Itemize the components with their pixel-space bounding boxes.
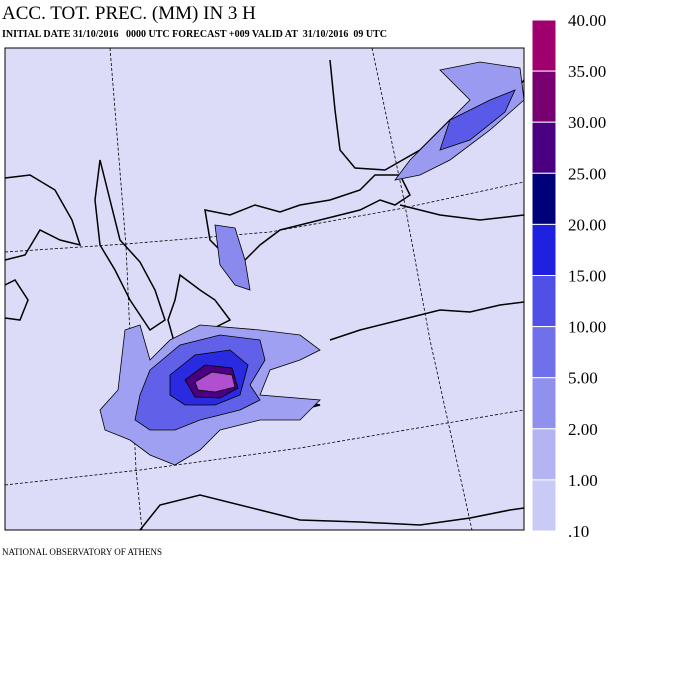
legend-label: 1.00	[568, 471, 598, 490]
legend-swatch	[531, 326, 557, 379]
legend-label: 20.00	[568, 215, 606, 234]
coastline	[94, 159, 166, 332]
legend-label: 40.00	[568, 11, 606, 30]
legend-label: 15.00	[568, 267, 606, 286]
legend-label: 35.00	[568, 62, 606, 81]
legend-swatch	[531, 121, 557, 174]
legend-label: .10	[568, 522, 589, 541]
legend-swatch	[531, 377, 557, 430]
coastline	[329, 301, 525, 341]
map-title: ACC. TOT. PREC. (MM) IN 3 H	[2, 3, 256, 24]
legend-swatch	[531, 70, 557, 123]
legend-label: 2.00	[568, 420, 598, 439]
footer: NATIONAL OBSERVATORY OF ATHENS	[2, 547, 162, 557]
legend-swatch	[531, 172, 557, 225]
legend-swatch	[531, 428, 557, 481]
map	[4, 47, 525, 531]
precip-area	[214, 224, 251, 291]
legend-label: 30.00	[568, 113, 606, 132]
precipitation	[99, 61, 525, 466]
map-subtitle: INITIAL DATE 31/10/2016 0000 UTC FORECAS…	[2, 29, 387, 40]
legend-label: 25.00	[568, 164, 606, 183]
legend-swatch	[531, 223, 557, 276]
legend-label: 5.00	[568, 369, 598, 388]
legend-swatch	[531, 479, 557, 532]
precip-area	[194, 371, 236, 393]
coastline	[4, 174, 82, 261]
legend-swatch	[531, 19, 557, 72]
precip-area	[439, 89, 516, 151]
legend-swatch	[531, 275, 557, 328]
coastline	[4, 279, 29, 321]
coastline	[139, 494, 525, 531]
parallel	[4, 409, 525, 486]
parallel	[4, 181, 525, 253]
legend: 40.00 35.00 30.00 25.00 20.00 15.00 10.00 5.00 2…	[531, 11, 606, 541]
meridian	[371, 47, 473, 531]
legend-label: 10.00	[568, 318, 606, 337]
coastline	[399, 204, 525, 221]
map-frame	[4, 47, 525, 531]
